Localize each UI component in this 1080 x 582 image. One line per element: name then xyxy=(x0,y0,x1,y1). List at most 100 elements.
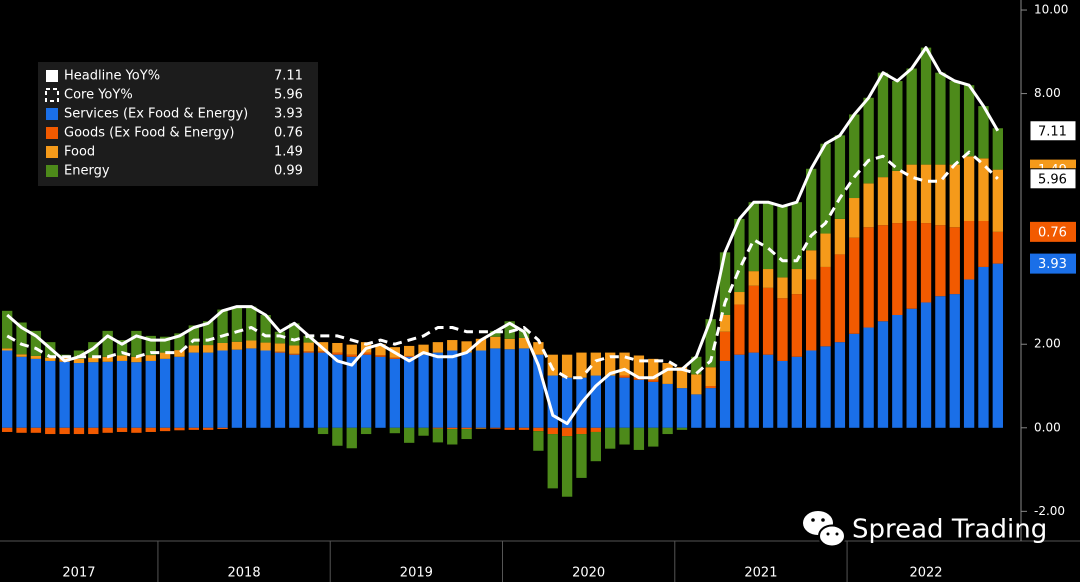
bar xyxy=(791,202,802,270)
bar xyxy=(346,427,357,449)
bar xyxy=(303,335,314,343)
bar xyxy=(806,168,817,251)
bar xyxy=(188,427,199,430)
bar xyxy=(217,309,228,343)
bar xyxy=(303,351,314,353)
bar xyxy=(145,335,156,356)
bar xyxy=(762,287,774,355)
bar xyxy=(461,427,472,430)
bar xyxy=(360,352,372,355)
bar xyxy=(102,330,113,357)
watermark: Spread Trading xyxy=(803,511,1047,548)
bar xyxy=(432,342,444,353)
bar xyxy=(188,352,199,428)
legend-value: 7.11 xyxy=(274,69,303,84)
bar xyxy=(992,169,1003,232)
bar xyxy=(877,321,889,428)
x-tick-label: 2019 xyxy=(400,566,433,581)
bar xyxy=(174,427,185,431)
bar xyxy=(16,427,27,433)
bar xyxy=(978,266,989,428)
watermark-icon xyxy=(811,518,815,522)
bar xyxy=(992,128,1003,170)
bar xyxy=(289,345,300,354)
bar xyxy=(963,279,975,428)
bar xyxy=(418,354,429,428)
bar xyxy=(289,354,300,428)
bar xyxy=(576,434,587,478)
bar xyxy=(159,352,171,359)
bar xyxy=(920,164,932,224)
bar xyxy=(389,427,400,434)
bar xyxy=(360,354,372,428)
bar xyxy=(447,350,458,428)
bar xyxy=(791,294,802,357)
plot xyxy=(2,46,1003,497)
bar xyxy=(777,360,788,428)
bar xyxy=(30,358,42,428)
bar xyxy=(734,304,745,355)
value-tag xyxy=(1030,253,1076,274)
bar xyxy=(605,427,616,449)
bar xyxy=(619,427,630,445)
bar xyxy=(490,336,501,349)
line-0 xyxy=(6,46,1000,426)
bar xyxy=(605,352,616,376)
bar xyxy=(461,352,472,428)
bar xyxy=(518,348,530,428)
bar xyxy=(949,227,960,295)
bar xyxy=(762,202,774,270)
value-tag-label: 0.76 xyxy=(1038,225,1067,240)
bar xyxy=(963,85,975,157)
bar xyxy=(863,97,874,184)
bar xyxy=(533,427,544,432)
legend-value: 3.93 xyxy=(274,107,303,122)
bar xyxy=(45,357,56,361)
bar xyxy=(102,361,113,428)
bar xyxy=(676,427,688,430)
bar xyxy=(849,198,860,238)
bar xyxy=(992,263,1003,428)
bar xyxy=(203,345,214,353)
bar xyxy=(978,158,989,221)
bar xyxy=(188,325,199,346)
bar xyxy=(159,358,171,428)
value-tag-label: 5.96 xyxy=(1038,172,1067,187)
bar xyxy=(2,348,13,351)
bar xyxy=(159,336,171,353)
legend-swatch xyxy=(46,146,58,158)
bar xyxy=(806,250,817,280)
bar xyxy=(619,375,630,378)
bar xyxy=(576,427,587,435)
bar xyxy=(777,298,788,361)
bar xyxy=(748,202,759,272)
bar xyxy=(332,352,343,355)
legend-value: 0.99 xyxy=(274,164,303,179)
bar xyxy=(877,72,889,178)
bar xyxy=(533,431,544,451)
bar xyxy=(317,351,329,353)
bar xyxy=(648,358,659,380)
legend-value: 5.96 xyxy=(274,88,303,103)
bar xyxy=(504,338,515,350)
bar xyxy=(303,342,314,352)
bar xyxy=(863,227,874,328)
bar xyxy=(547,375,558,428)
bar xyxy=(935,164,946,226)
legend-swatch xyxy=(46,127,58,139)
bar xyxy=(203,427,214,430)
bar xyxy=(404,355,415,357)
bar xyxy=(2,350,13,428)
bar xyxy=(73,427,85,435)
bar xyxy=(174,333,185,351)
bar xyxy=(691,356,702,375)
bar xyxy=(389,358,400,428)
bar xyxy=(475,338,487,351)
bar xyxy=(30,427,42,433)
bar xyxy=(590,352,601,376)
legend-value: 1.49 xyxy=(274,145,303,160)
bar xyxy=(734,292,745,305)
bar xyxy=(619,377,630,428)
bar xyxy=(45,360,56,428)
